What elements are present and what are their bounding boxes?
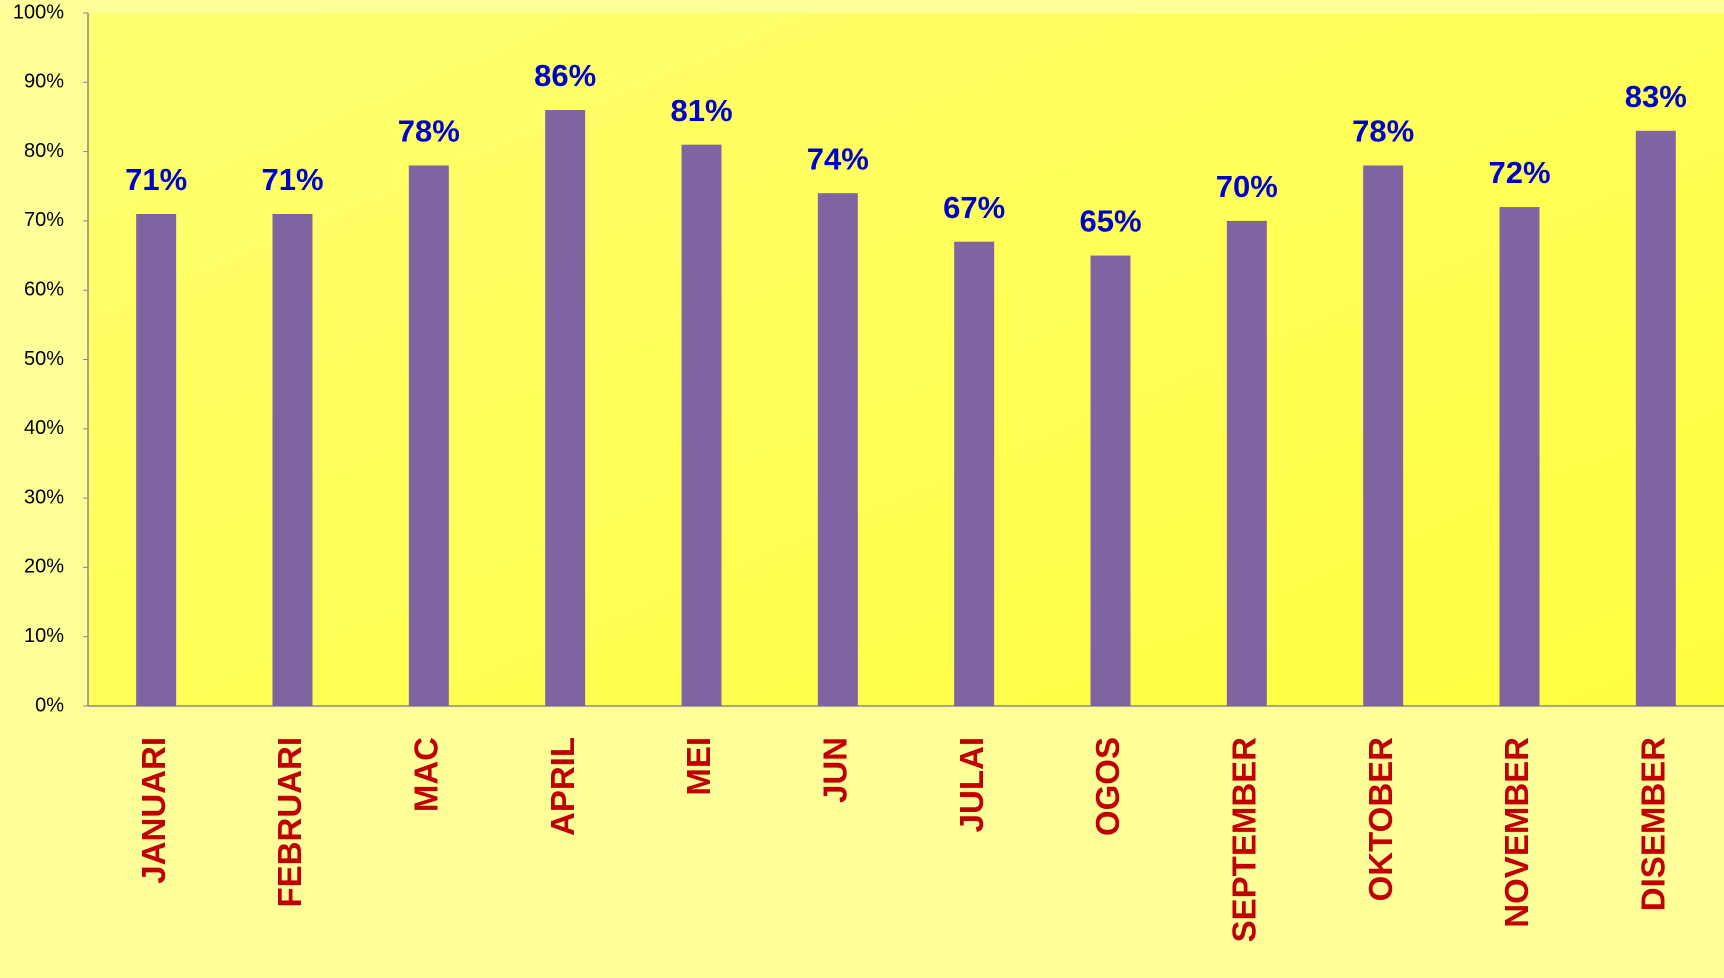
- y-tick-label: 50%: [24, 348, 64, 370]
- data-label: 83%: [1625, 79, 1687, 114]
- bar: [1499, 207, 1540, 707]
- x-tick-label: JANUARI: [135, 737, 172, 884]
- data-label: 86%: [534, 58, 596, 93]
- bar: [1363, 165, 1404, 706]
- y-tick-label: 30%: [24, 486, 64, 508]
- x-tick-label: FEBRUARI: [271, 737, 308, 908]
- data-label: 78%: [1352, 114, 1414, 149]
- data-label: 70%: [1216, 169, 1278, 204]
- data-label: 65%: [1079, 204, 1141, 239]
- data-label: 71%: [261, 162, 323, 197]
- x-tick-label: OGOS: [1089, 737, 1126, 836]
- data-label: 78%: [398, 114, 460, 149]
- x-tick-label: JUN: [817, 737, 854, 803]
- y-tick-label: 0%: [35, 694, 64, 716]
- y-tick-label: 10%: [24, 625, 64, 647]
- y-tick-label: 80%: [24, 140, 64, 162]
- x-tick-label: APRIL: [544, 737, 581, 836]
- bar: [681, 144, 722, 707]
- data-label: 72%: [1488, 155, 1550, 190]
- y-tick-label: 100%: [13, 1, 64, 23]
- bar: [1090, 255, 1131, 707]
- x-tick-label: SEPTEMBER: [1226, 737, 1263, 943]
- data-label: 71%: [125, 162, 187, 197]
- x-tick-label: NOVEMBER: [1498, 737, 1535, 928]
- bar: [1635, 130, 1676, 706]
- bar: [1226, 220, 1267, 706]
- bar: [136, 213, 177, 706]
- bar: [817, 193, 858, 706]
- y-tick-label: 70%: [24, 209, 64, 231]
- data-label: 67%: [943, 190, 1005, 225]
- x-tick-label: JULAI: [953, 737, 990, 832]
- y-tick-label: 40%: [24, 417, 64, 439]
- y-tick-label: 60%: [24, 278, 64, 300]
- x-tick-label: OKTOBER: [1362, 737, 1399, 902]
- x-tick-label: DISEMBER: [1635, 737, 1672, 911]
- x-tick-label: MEI: [680, 737, 717, 796]
- data-label: 74%: [807, 141, 869, 176]
- bar: [545, 110, 586, 706]
- bar: [272, 213, 313, 706]
- bar: [408, 165, 449, 706]
- x-tick-label: MAC: [408, 737, 445, 812]
- plot-area: [88, 13, 1724, 706]
- bar: [954, 241, 995, 706]
- data-label: 81%: [670, 93, 732, 128]
- y-tick-label: 90%: [24, 71, 64, 93]
- y-tick-label: 20%: [24, 556, 64, 578]
